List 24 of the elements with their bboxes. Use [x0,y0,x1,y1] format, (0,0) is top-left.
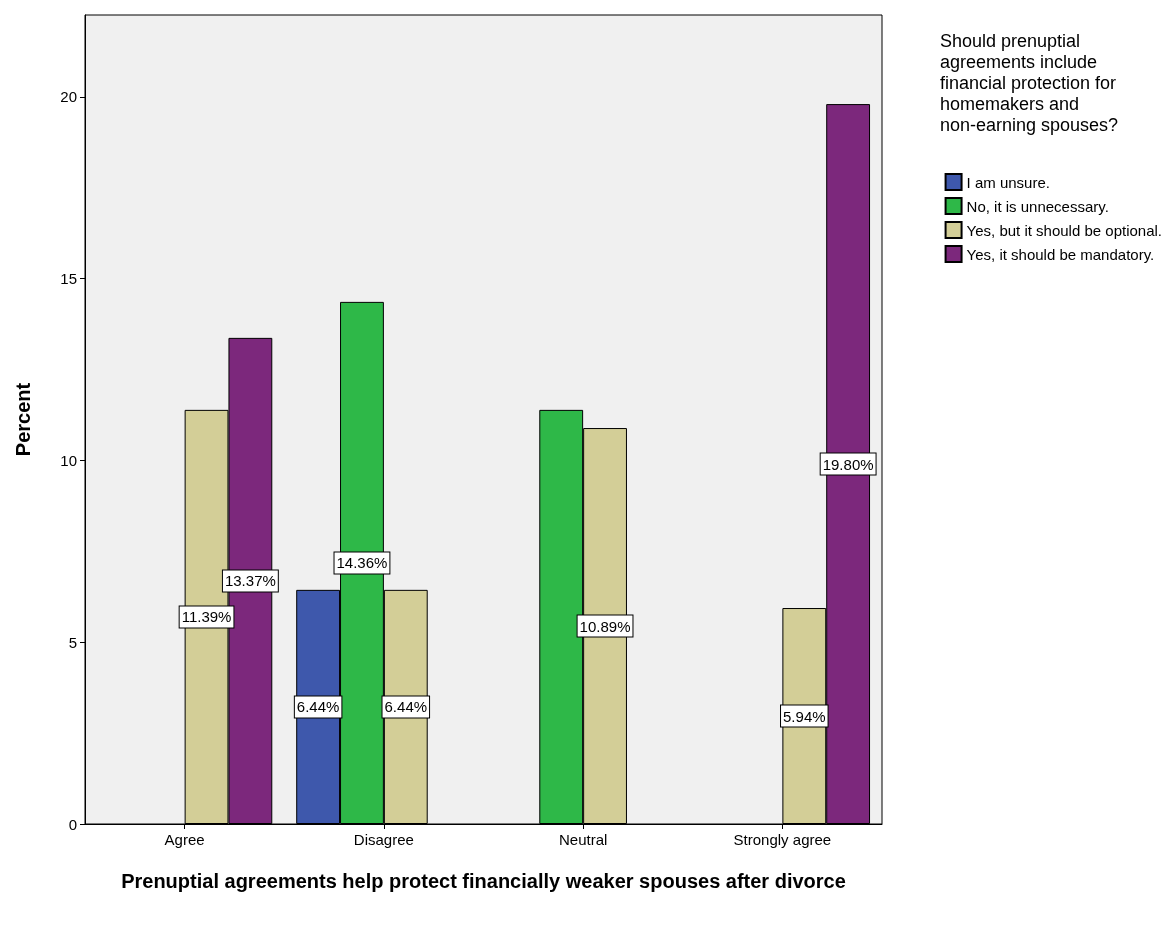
data-label: 14.36% [336,554,388,572]
x-tick-label: Neutral [558,831,608,848]
y-tick-label: 0 [68,815,77,833]
x-tick-label: Agree [164,831,205,848]
legend-label: No, it is unnecessary. [966,197,1109,215]
data-label: 6.44% [296,698,340,716]
data-label: 6.44% [384,698,428,716]
x-tick-label: Strongly agree [733,831,832,848]
data-label: 10.89% [579,617,631,635]
data-label: 19.80% [822,455,874,473]
data-label: 11.39% [181,608,232,626]
legend-label: Yes, but it should be optional. [966,221,1163,239]
legend-title: Should prenuptial agreements include financial protection for homemakers and non-earning spouses? [940,30,1122,135]
legend-label: Yes, it should be mandatory. [966,245,1155,263]
y-tick-label: 15 [60,270,77,288]
y-tick-label: 20 [60,88,77,106]
data-label: 5.94% [783,707,826,725]
y-tick-label: 10 [60,451,77,469]
legend-label: I am unsure. [966,173,1050,191]
x-axis-title: Prenuptial agreements help protect financially weaker spouses after divorce [121,870,846,892]
y-tick-label: 5 [68,633,77,651]
y-axis-title: Percent [12,382,34,457]
data-label: 13.37% [224,572,276,590]
x-tick-label: Disagree [353,831,414,848]
